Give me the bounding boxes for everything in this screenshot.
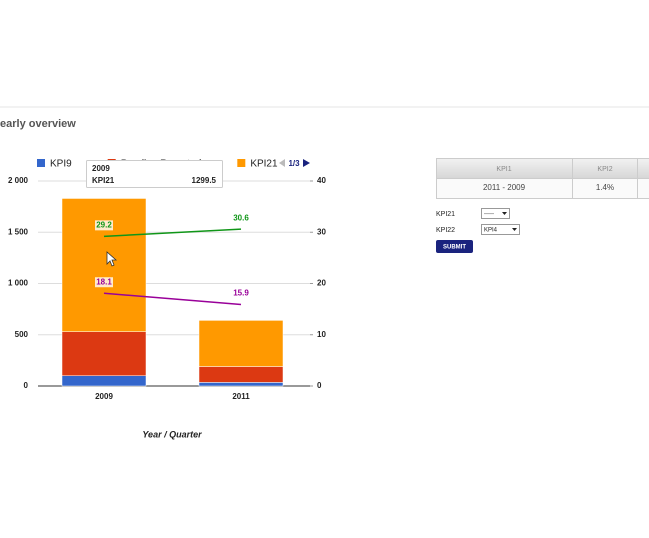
pager-label: 1/3 [288, 159, 300, 168]
tooltip-title: 2009 [92, 164, 110, 173]
bar-segment [199, 367, 283, 383]
x-axis-title: Year / Quarter [142, 429, 202, 439]
select-value: ----- [484, 212, 494, 218]
y-tick-label: 1 500 [8, 227, 29, 236]
legend-label: KPI9 [50, 159, 72, 170]
pager-prev [279, 159, 285, 167]
table-row [437, 179, 649, 199]
bar-segment [62, 332, 146, 376]
form: KPI21 ----- KPI22 KPI4 SUBMIT [436, 209, 520, 254]
table-cell: 1.4% [596, 183, 614, 192]
bar-segment [199, 382, 283, 386]
table-cell: 2011 - 2009 [483, 183, 526, 192]
bar-segment [62, 376, 146, 386]
y-tick-label: 0 [24, 381, 29, 390]
x-tick-label: 2009 [95, 392, 113, 401]
y2-tick-label: 40 [317, 176, 326, 185]
chart: 0 500 1 000 1 500 2 000 0 10 20 30 40 2009 2011 Year… [8, 159, 326, 440]
field-label: KPI21 [436, 211, 455, 218]
page-title: early overview [0, 118, 76, 130]
y2-tick-label: 0 [317, 381, 322, 390]
legend-swatch [37, 159, 45, 167]
button-label: SUBMIT [443, 245, 466, 251]
y-tick-label: 2 000 [8, 176, 29, 185]
bar-segment [199, 320, 283, 366]
data-label: 29.2 [96, 220, 112, 229]
tooltip-series: KPI21 [92, 176, 115, 185]
legend-swatch [237, 159, 245, 167]
select-value: KPI4 [484, 228, 498, 234]
pager-next[interactable] [303, 159, 310, 167]
data-label: 30.6 [233, 213, 249, 222]
column-header: KPI1 [496, 166, 511, 173]
y2-tick-label: 20 [317, 279, 326, 288]
legend-label: KPI21 [250, 159, 278, 170]
x-tick-label: 2011 [232, 392, 250, 401]
data-label: 18.1 [96, 277, 112, 286]
bar-segment [62, 198, 146, 331]
y-tick-label: 1 000 [8, 279, 29, 288]
tooltip-value: 1299.5 [192, 176, 217, 185]
table-header [437, 159, 649, 179]
y2-tick-label: 30 [317, 227, 326, 236]
table: KPI1 KPI2 2011 - 2009 1.4% [437, 158, 649, 199]
field-label: KPI22 [436, 227, 455, 234]
y2-tick-label: 10 [317, 330, 326, 339]
y-tick-label: 500 [15, 330, 29, 339]
column-header: KPI2 [597, 166, 612, 173]
data-label: 15.9 [233, 289, 249, 298]
